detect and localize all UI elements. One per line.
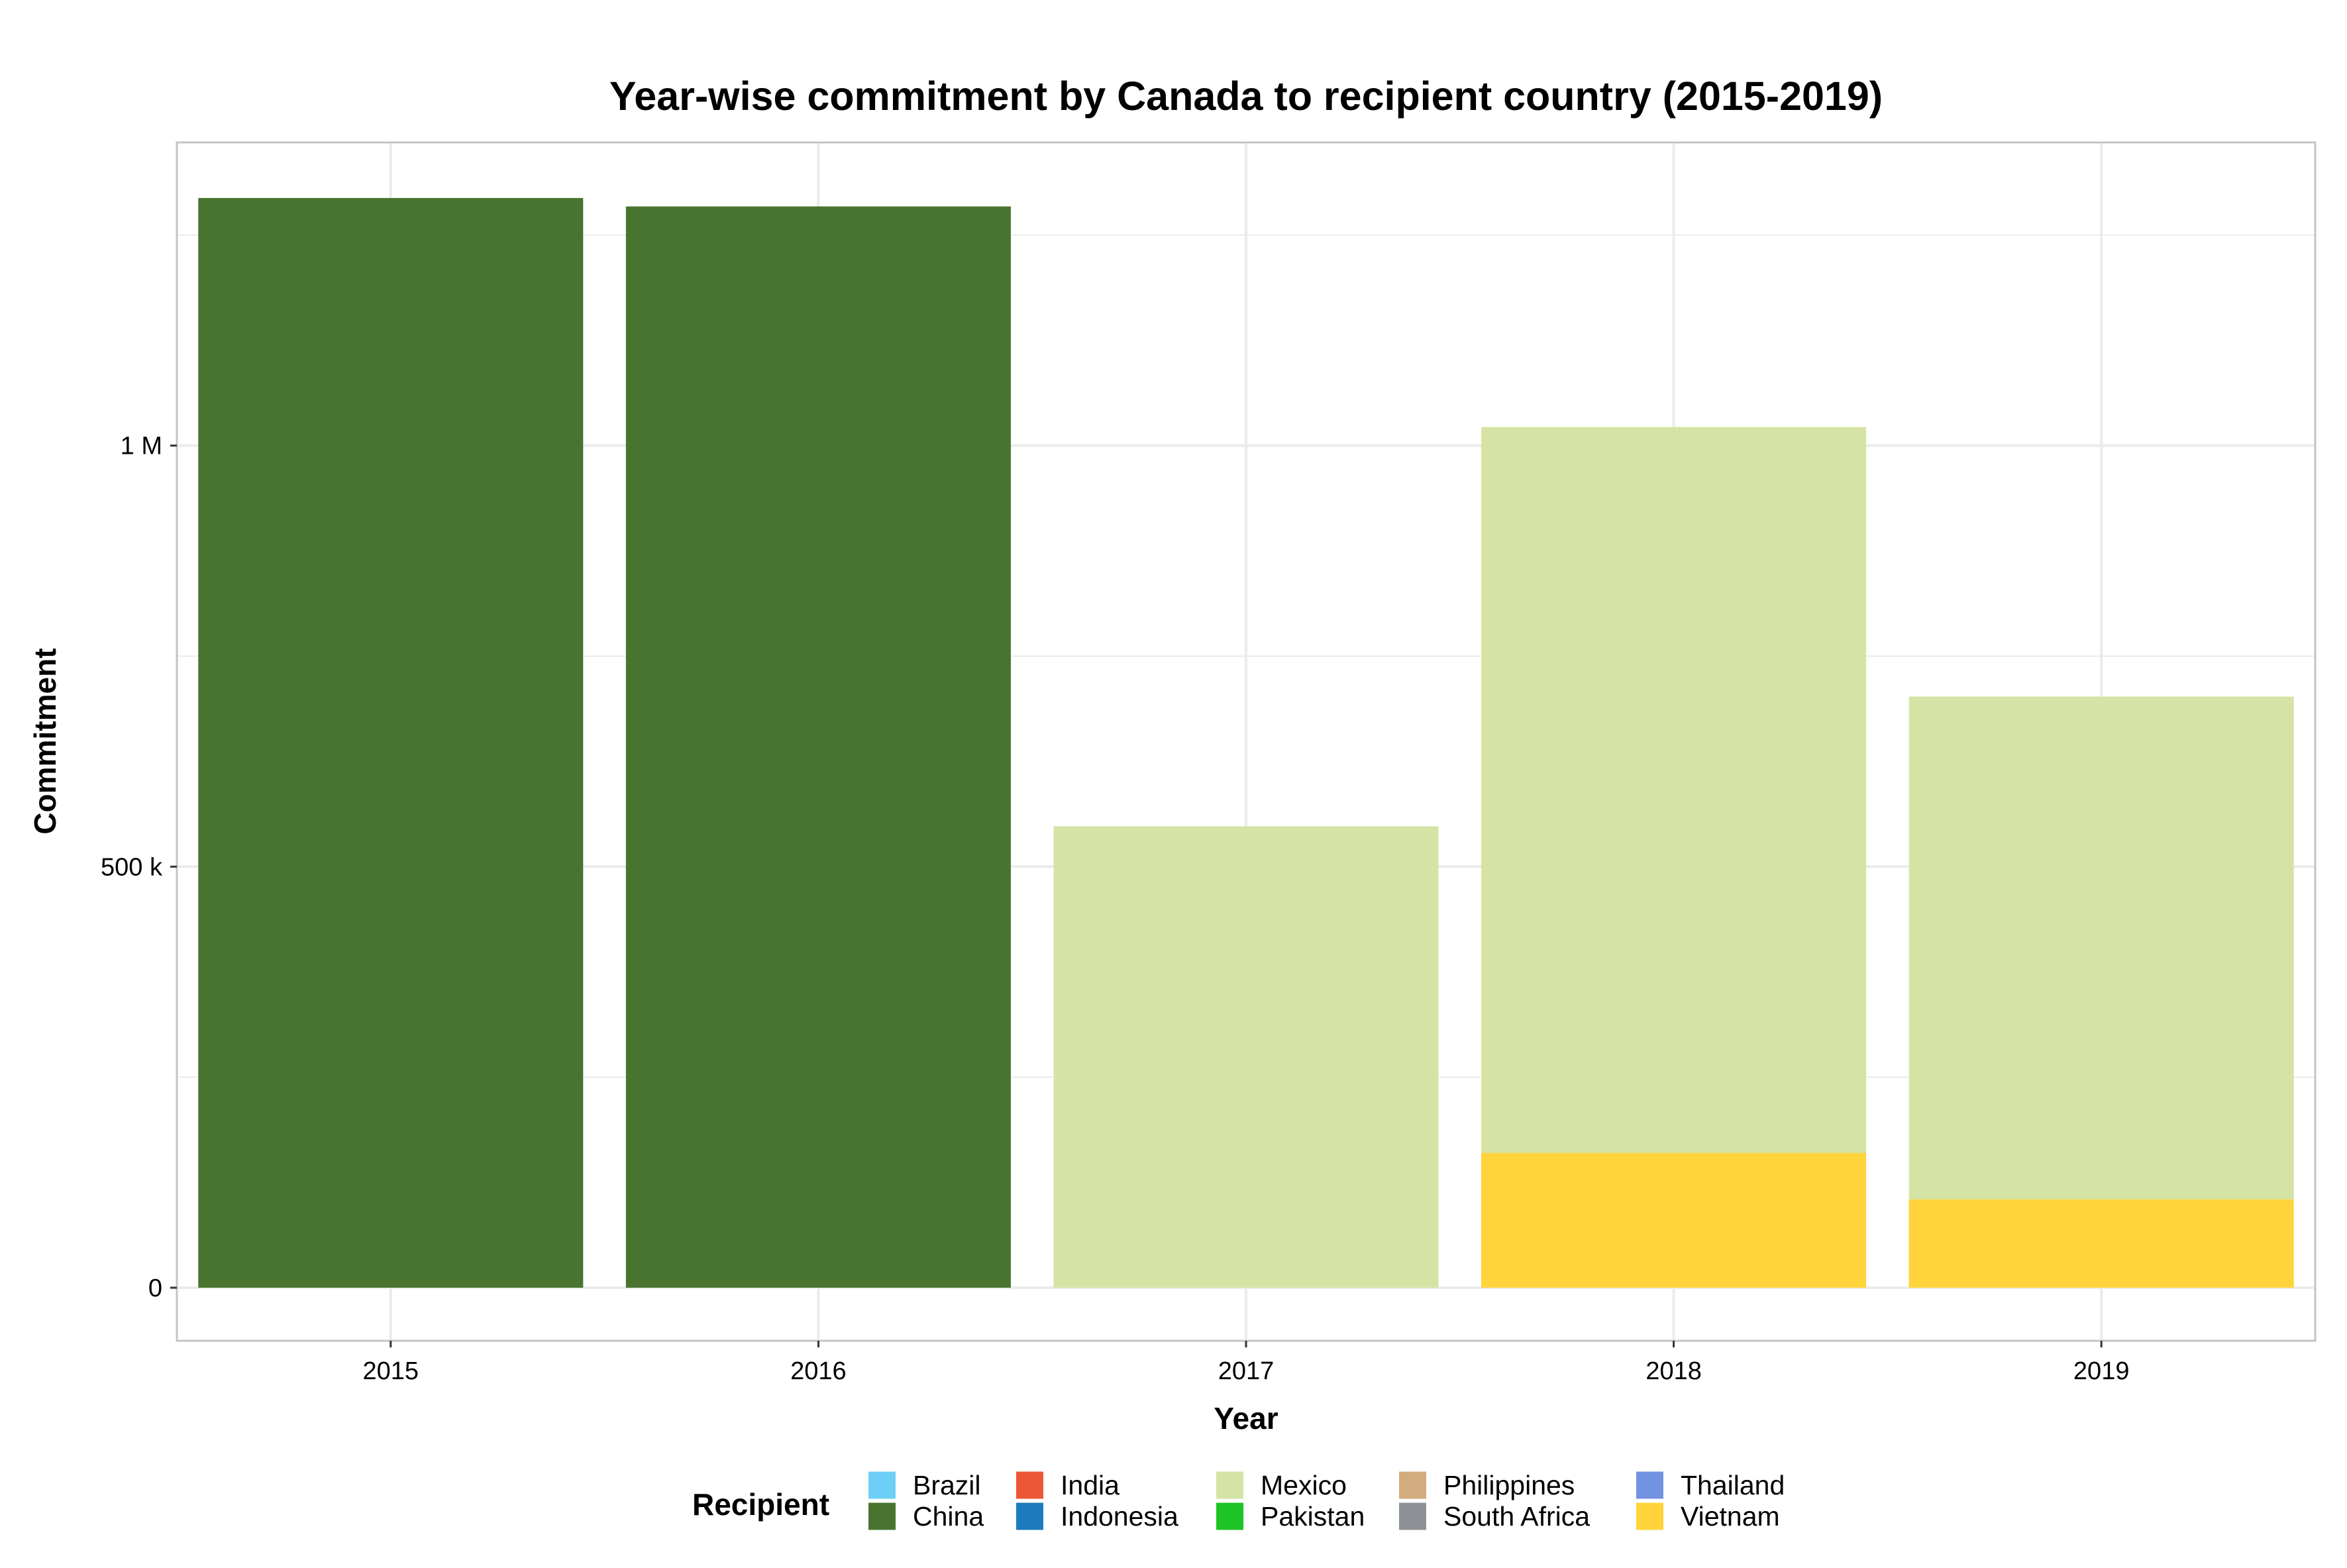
x-axis-title: Year (1214, 1401, 1278, 1436)
x-tick-label: 2016 (790, 1357, 847, 1385)
bar-2017-mexico (1053, 826, 1439, 1288)
legend-label: South Africa (1443, 1501, 1590, 1532)
x-tick-label: 2018 (1645, 1357, 1702, 1385)
bars (198, 197, 2294, 1288)
bar-2018-vietnam (1481, 1153, 1867, 1288)
legend-swatch (1636, 1471, 1663, 1499)
legend-item-mexico: Mexico (1216, 1470, 1347, 1500)
bar-2019-vietnam (1908, 1199, 2294, 1288)
bar-2015-china (198, 197, 584, 1288)
legend-label: Mexico (1261, 1470, 1347, 1500)
chart-title: Year-wise commitment by Canada to recipi… (609, 74, 1883, 119)
legend-item-vietnam: Vietnam (1636, 1501, 1780, 1532)
legend-item-pakistan: Pakistan (1216, 1501, 1365, 1532)
legend-label: Philippines (1443, 1470, 1575, 1500)
y-tick-label: 1 M (121, 433, 162, 460)
legend-title: Recipient (692, 1487, 829, 1522)
legend-item-india: India (1016, 1470, 1120, 1500)
x-axis: 2015 2016 2017 2018 2019 (363, 1341, 2130, 1385)
y-axis-title: Commitment (28, 648, 62, 834)
legend-item-south-africa: South Africa (1399, 1501, 1590, 1532)
legend-swatch (1636, 1502, 1663, 1530)
legend-swatch (868, 1502, 896, 1530)
legend-item-china: China (868, 1501, 984, 1532)
legend-swatch (1216, 1471, 1243, 1499)
y-tick-label: 0 (148, 1275, 162, 1302)
legend-item-brazil: Brazil (868, 1470, 981, 1500)
legend-label: Brazil (913, 1470, 981, 1500)
legend-label: China (913, 1501, 984, 1532)
bar-2016-china (625, 206, 1011, 1288)
legend-item-thailand: Thailand (1636, 1470, 1785, 1500)
legend-label: Pakistan (1261, 1501, 1365, 1532)
legend-swatch (1399, 1502, 1426, 1530)
legend-swatch (1399, 1471, 1426, 1499)
legend-swatch (1016, 1502, 1043, 1530)
legend-label: Thailand (1681, 1470, 1785, 1500)
bar-2019-mexico (1908, 696, 2294, 1200)
legend-label: India (1061, 1470, 1120, 1500)
legend-item-philippines: Philippines (1399, 1470, 1575, 1500)
legend-label: Vietnam (1681, 1501, 1780, 1532)
x-tick-label: 2015 (363, 1357, 419, 1385)
bar-2018-mexico (1481, 427, 1867, 1153)
legend-label: Indonesia (1061, 1501, 1178, 1532)
legend-swatch (1216, 1502, 1243, 1530)
y-tick-label: 500 k (101, 853, 163, 881)
legend-swatch (1016, 1471, 1043, 1499)
x-tick-label: 2017 (1218, 1357, 1275, 1385)
legend-swatch (868, 1471, 896, 1499)
x-tick-label: 2019 (2073, 1357, 2130, 1385)
y-axis: 0 500 k 1 M (101, 433, 177, 1302)
legend-item-indonesia: Indonesia (1016, 1501, 1178, 1532)
